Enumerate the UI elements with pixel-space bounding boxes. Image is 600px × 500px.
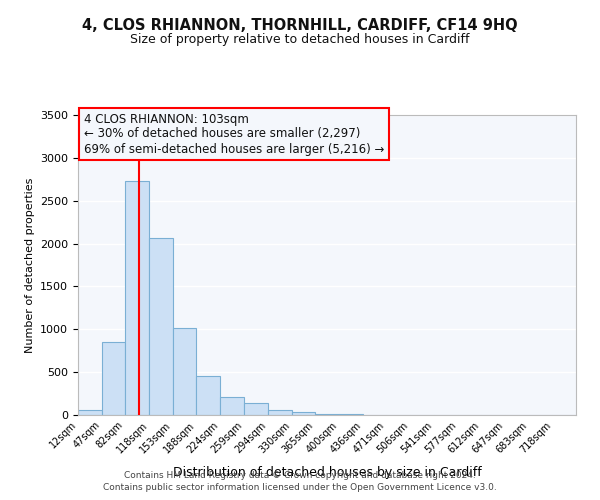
Bar (315, 414, 339, 415)
Bar (196, 376, 220, 415)
Y-axis label: Number of detached properties: Number of detached properties (25, 178, 35, 352)
Bar (78, 410, 101, 415)
Bar (339, 414, 363, 415)
Bar (101, 342, 125, 415)
Bar (268, 410, 292, 415)
Bar (244, 402, 268, 415)
Text: Contains public sector information licensed under the Open Government Licence v3: Contains public sector information licen… (103, 484, 497, 492)
Bar (292, 412, 315, 415)
X-axis label: Distribution of detached houses by size in Cardiff: Distribution of detached houses by size … (173, 466, 481, 479)
Bar (220, 397, 244, 415)
Text: Size of property relative to detached houses in Cardiff: Size of property relative to detached ho… (130, 32, 470, 46)
Bar (173, 328, 196, 415)
Text: 4, CLOS RHIANNON, THORNHILL, CARDIFF, CF14 9HQ: 4, CLOS RHIANNON, THORNHILL, CARDIFF, CF… (82, 18, 518, 32)
Bar (149, 238, 173, 415)
Text: Contains HM Land Registry data © Crown copyright and database right 2024.: Contains HM Land Registry data © Crown c… (124, 471, 476, 480)
Text: 4 CLOS RHIANNON: 103sqm
← 30% of detached houses are smaller (2,297)
69% of semi: 4 CLOS RHIANNON: 103sqm ← 30% of detache… (84, 112, 385, 156)
Bar (125, 181, 149, 415)
